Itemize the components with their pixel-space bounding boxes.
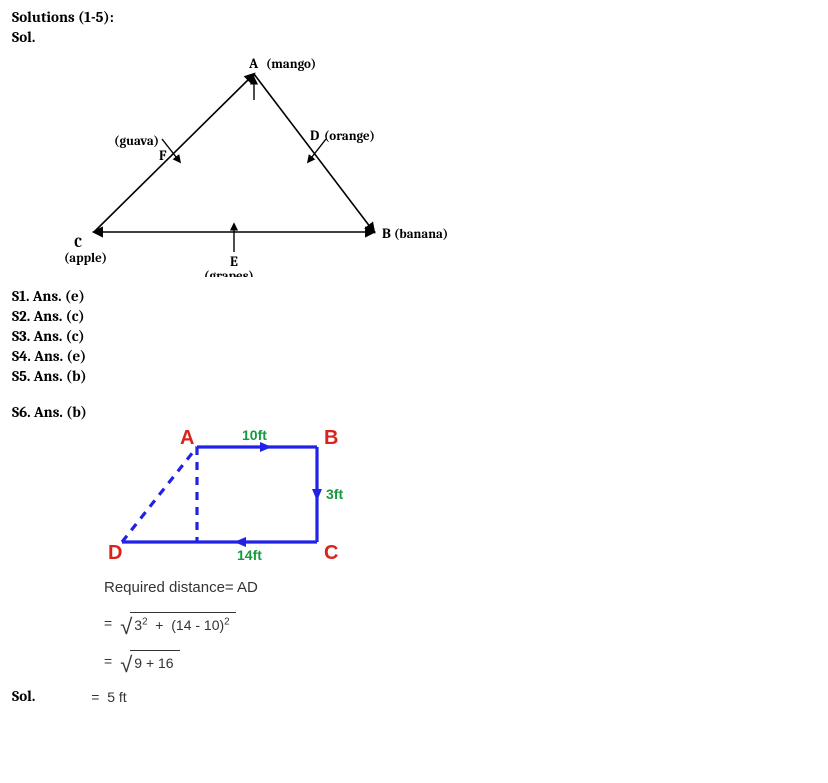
required-distance-text: Required distance= AD [104,577,816,598]
tag-f: (guava) [114,134,159,149]
label-a: A [248,55,259,72]
equals-sign: = [104,652,112,672]
vertex-d: D [108,542,122,564]
answer-s3: S3. Ans. (c) [12,327,816,345]
answer-s1: S1. Ans. (e) [12,287,816,305]
trapezoid-svg: A B C D 10ft 3ft 14ft [102,427,382,567]
label-d: D [310,127,319,144]
measure-ab: 10ft [242,427,267,443]
term-a: 3 [134,617,142,633]
label-c: C [74,234,82,251]
measure-bc: 3ft [326,486,343,502]
triangle-svg: A (mango) B (banana) C (apple) D (orange… [44,52,464,277]
edge-da-dashed [122,447,197,542]
solutions-range-heading: Solutions (1-5): [12,8,816,26]
answer-s4: S4. Ans. (e) [12,347,816,365]
sqrt-expr-2: √ 9 + 16 [120,650,179,674]
equals-sign: = [104,614,112,634]
radical-sign-icon: √ [120,616,132,638]
answer-s2: S2. Ans. (c) [12,307,816,325]
answer-s5: S5. Ans. (b) [12,367,816,385]
edge-ab [254,74,374,232]
sqrt-body-2: 9 + 16 [130,650,179,674]
label-e: E [230,253,238,270]
triangle-diagram: A (mango) B (banana) C (apple) D (orange… [44,52,816,281]
tag-c: (apple) [64,251,107,266]
answer-s6: S6. Ans. (b) [12,403,816,421]
trapezoid-diagram: A B C D 10ft 3ft 14ft [102,427,816,571]
arrow-bc [312,489,322,501]
label-b: B [382,225,391,242]
tag-a: (mango) [266,57,316,72]
sol-heading: Sol. [12,28,816,46]
result-value: 5 ft [107,689,126,705]
arrow-ab [260,442,272,452]
edge-ca [94,74,254,232]
equation-row-2: = √ 9 + 16 [104,650,816,674]
tag-b: (banana) [394,227,448,242]
label-f: F [159,147,167,164]
sqrt-expr-1: √ 32 + (14 - 10)2 [120,612,235,636]
equation-row-1: = √ 32 + (14 - 10)2 [104,612,816,636]
tag-d: (orange) [324,129,375,144]
answer-list: S1. Ans. (e) S2. Ans. (c) S3. Ans. (c) S… [12,287,816,385]
tag-e: (grapes) [204,269,254,277]
term-b: (14 - 10) [171,617,224,633]
sol-final-label: Sol. [12,687,35,705]
vertex-a: A [180,427,194,449]
vertex-b: B [324,427,338,449]
vertex-c: C [324,542,338,564]
measure-dc: 14ft [237,547,262,563]
arrow-dc [234,537,246,547]
calculation-block: Required distance= AD = √ 32 + (14 - 10)… [104,577,816,673]
radical-sign-icon: √ [120,654,132,676]
